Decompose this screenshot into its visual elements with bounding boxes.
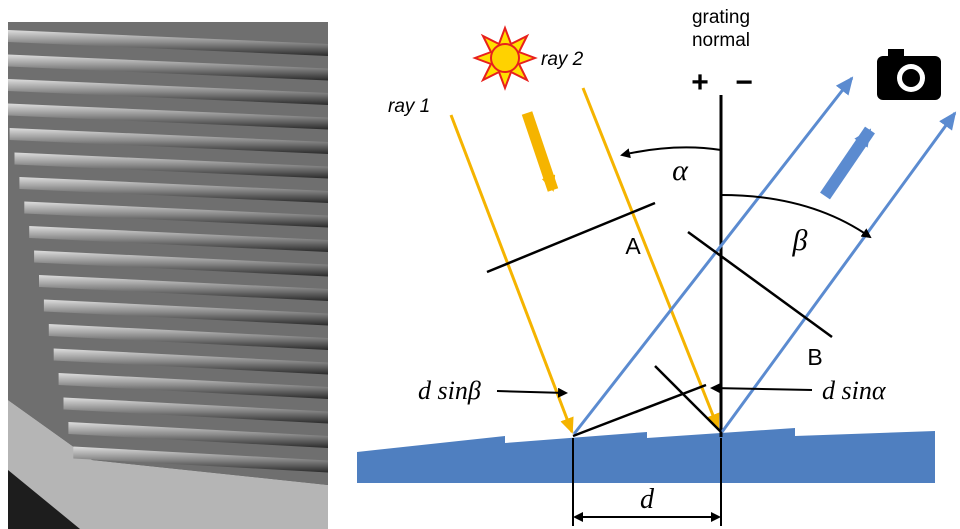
ray-label: ray 1: [388, 96, 430, 117]
ray-label: ray 2: [541, 49, 584, 70]
diffracted-ray: [574, 78, 852, 434]
normal-label: grating: [692, 7, 750, 28]
grating-substrate: [357, 428, 935, 483]
angle-label: β: [792, 224, 808, 257]
path-difference-label: d sinβ: [418, 376, 481, 405]
camera-icon: [877, 49, 941, 100]
period-label: d: [640, 484, 655, 515]
diffracted-arrow: [825, 130, 870, 196]
normal-label: normal: [692, 30, 750, 51]
path-difference-label: d sinα: [822, 376, 887, 405]
wavefront: [688, 232, 832, 337]
diagram: grating normal + − ray 1 ray 2 A B α β d…: [0, 0, 960, 529]
sem-photo: [8, 22, 328, 529]
path-segment: [655, 366, 721, 432]
sign-label: −: [735, 66, 753, 99]
point-label: B: [807, 344, 822, 370]
angle-label: α: [672, 154, 689, 187]
sign-label: +: [691, 66, 709, 99]
point-label: A: [625, 233, 641, 259]
incident-ray: [583, 88, 718, 428]
sun-icon: [475, 28, 535, 88]
pointer-arrow: [712, 388, 812, 390]
incident-arrow: [527, 113, 553, 190]
